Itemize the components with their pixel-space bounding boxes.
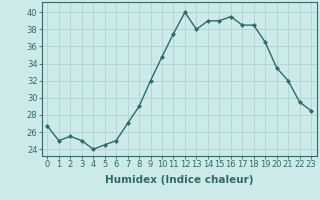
X-axis label: Humidex (Indice chaleur): Humidex (Indice chaleur) bbox=[105, 175, 253, 185]
